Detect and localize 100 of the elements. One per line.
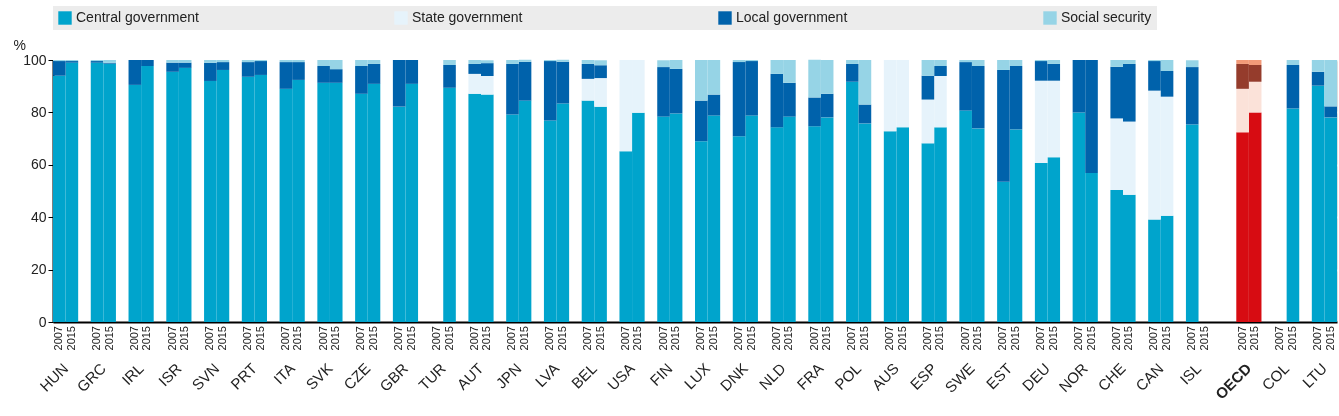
x-tick-label: 2015 — [253, 326, 266, 351]
x-tick-label: 2015 — [102, 326, 115, 351]
x-tick-label: 2007 — [1147, 326, 1160, 351]
x-tick-label: 2007 — [883, 326, 896, 351]
x-tick-label: 2007 — [920, 326, 933, 351]
x-tick-label: 2007 — [656, 326, 669, 351]
x-tick-label: 2007 — [1235, 326, 1248, 351]
y-tick-label: 100 — [23, 51, 47, 68]
x-tick-label: 2007 — [1109, 326, 1122, 351]
x-tick-label: 2007 — [543, 326, 556, 351]
x-tick-label: 2015 — [178, 326, 191, 351]
legend-label: Local government — [736, 9, 848, 25]
bar — [1286, 64, 1300, 109]
x-tick-label: 2007 — [1034, 326, 1047, 351]
x-tick-label: 2015 — [631, 326, 644, 351]
x-tick-label: 2015 — [404, 326, 417, 351]
text: FRA — [793, 359, 827, 393]
bar — [1311, 71, 1325, 86]
x-tick-label: 2007 — [52, 326, 65, 351]
x-tick-label: 2015 — [1323, 326, 1336, 351]
bar — [934, 66, 947, 76]
x-tick-label: 2007 — [354, 326, 367, 351]
text: ITA — [270, 359, 298, 388]
text: USA — [603, 359, 638, 394]
x-tick-label: 2015 — [480, 326, 493, 351]
y-tick-label: 0 — [38, 313, 47, 330]
x-tick-label: 2007 — [241, 326, 254, 351]
bar — [1185, 124, 1199, 322]
x-tick-label: 2015 — [64, 326, 77, 351]
x-tick-label: 2015 — [140, 326, 153, 351]
y-tick-label: 80 — [30, 103, 47, 120]
x-tick-label: 2007 — [618, 326, 631, 351]
x-tick-label: 2007 — [505, 326, 518, 351]
x-tick-label: 2007 — [581, 326, 593, 351]
y-tick-label: 40 — [30, 208, 47, 225]
legend-label: Central government — [76, 9, 200, 25]
x-tick-label: 2015 — [706, 326, 719, 351]
x-tick-label: 2015 — [933, 326, 946, 351]
x-tick-label: 2015 — [442, 326, 455, 351]
text: ISR — [154, 359, 185, 390]
y-tick-label: 20 — [30, 261, 47, 278]
bar — [1286, 108, 1300, 322]
x-tick-label: 2007 — [807, 326, 820, 351]
x-tick-label: 2015 — [1122, 326, 1135, 351]
bar — [1185, 67, 1199, 125]
x-tick-label: 2015 — [1009, 326, 1021, 351]
text: LTU — [1298, 359, 1331, 391]
text: LVA — [531, 359, 563, 391]
x-tick-label: 2015 — [669, 326, 682, 351]
x-tick-label: 2007 — [316, 326, 329, 351]
x-tick-label: 2007 — [203, 326, 216, 351]
x-tick-label: 2015 — [895, 326, 908, 351]
x-tick-label: 2007 — [1071, 326, 1084, 351]
x-tick-label: 2015 — [555, 326, 568, 351]
x-tick-label: 2015 — [971, 326, 984, 351]
text: POL — [831, 359, 865, 393]
x-tick-label: 2015 — [215, 326, 228, 351]
x-tick-label: 2007 — [90, 326, 103, 351]
x-tick-label: 2007 — [1185, 326, 1198, 351]
x-tick-label: 2015 — [367, 326, 379, 351]
bar — [443, 64, 456, 88]
x-tick-label: 2015 — [1160, 326, 1173, 351]
x-tick-label: 2007 — [429, 326, 442, 351]
x-tick-label: 2015 — [593, 326, 606, 351]
x-tick-label: 2015 — [820, 326, 833, 351]
text: ISL — [1176, 359, 1205, 388]
x-tick-label: 2007 — [467, 326, 480, 351]
x-tick-label: 2015 — [1248, 326, 1261, 351]
x-tick-label: 2015 — [1084, 326, 1097, 351]
legend-label: State government — [412, 9, 523, 25]
x-tick-label: 2007 — [165, 326, 178, 351]
x-tick-label: 2007 — [845, 326, 858, 351]
bar — [1185, 60, 1199, 68]
text: COL — [1258, 359, 1293, 394]
bar — [1286, 60, 1300, 65]
x-tick-label: 2007 — [1311, 326, 1324, 351]
bar — [1324, 106, 1337, 118]
x-tick-label: 2007 — [694, 326, 707, 351]
bar — [858, 104, 872, 124]
y-axis-title: % — [13, 36, 26, 53]
x-tick-label: 2007 — [996, 326, 1009, 351]
y-tick-label: 60 — [30, 156, 47, 173]
x-tick-label: 2015 — [329, 326, 342, 351]
x-tick-label: 2015 — [857, 326, 870, 351]
x-tick-label: 2007 — [1273, 326, 1286, 351]
x-tick-label: 2015 — [291, 326, 304, 351]
x-tick-label: 2007 — [278, 326, 291, 351]
x-tick-label: 2007 — [769, 326, 782, 351]
bar — [846, 63, 859, 82]
x-tick-label: 2015 — [518, 326, 531, 351]
text: BEL — [567, 359, 600, 392]
x-tick-label: 2015 — [744, 326, 757, 351]
x-tick-label: 2015 — [1285, 326, 1298, 351]
x-tick-label: 2015 — [1197, 326, 1210, 351]
x-tick-label: 2007 — [127, 326, 140, 351]
bar — [443, 87, 456, 322]
text: FIN — [646, 359, 676, 389]
x-tick-label: 2015 — [1046, 326, 1059, 351]
x-tick-label: 2007 — [732, 326, 745, 351]
text: TUR — [415, 359, 450, 394]
